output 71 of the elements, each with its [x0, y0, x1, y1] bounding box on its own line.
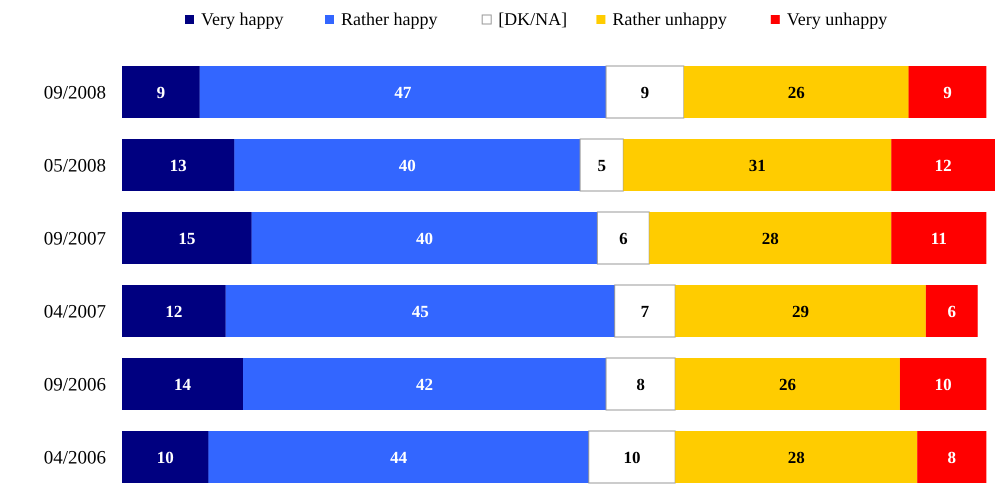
bar — [614, 284, 676, 338]
bar — [580, 138, 624, 192]
data-label: 10 — [623, 448, 640, 467]
bar — [606, 358, 676, 410]
data-label: 10 — [156, 448, 174, 467]
legend-label: Rather unhappy — [612, 9, 727, 29]
data-label: 15 — [178, 228, 196, 248]
bar — [623, 139, 892, 191]
bar — [122, 212, 252, 264]
data-label: 6 — [948, 302, 956, 321]
data-label: 40 — [416, 228, 434, 248]
data-label: 9 — [640, 82, 650, 102]
bar — [891, 212, 986, 264]
y-tick-label: 04/2007 — [44, 302, 106, 323]
data-label: 26 — [788, 82, 805, 102]
data-label: 11 — [930, 228, 947, 248]
data-label: 40 — [398, 156, 416, 175]
legend-label: Rather happy — [341, 9, 438, 29]
y-tick-label: 05/2008 — [44, 156, 106, 177]
bar — [200, 66, 606, 118]
data-label: 26 — [779, 374, 796, 394]
bar — [684, 66, 909, 118]
legend-label: Very unhappy — [786, 9, 888, 29]
data-label: 13 — [170, 156, 187, 175]
bar — [908, 66, 986, 118]
data-label: 44 — [390, 448, 408, 467]
bar — [675, 358, 900, 410]
data-label: 7 — [640, 302, 650, 321]
legend-label: Very happy — [201, 9, 284, 29]
y-tick-label: 09/2007 — [44, 228, 106, 250]
bar — [926, 285, 978, 337]
bar — [122, 358, 244, 410]
bar — [243, 358, 606, 410]
y-tick-label: 09/2006 — [44, 374, 106, 396]
data-label: 10 — [934, 374, 952, 394]
bar — [917, 431, 986, 483]
data-label: 14 — [174, 374, 192, 394]
y-tick-label: 09/2008 — [44, 82, 106, 104]
data-label: 47 — [394, 82, 412, 102]
legend-label: [DK/NA] — [498, 9, 568, 29]
bar — [122, 431, 208, 483]
bar — [891, 139, 995, 191]
bar — [596, 212, 650, 264]
bar — [208, 431, 589, 483]
data-label: 29 — [792, 302, 810, 321]
data-label: 8 — [636, 374, 645, 394]
data-label: 42 — [416, 374, 434, 394]
data-label: 28 — [762, 228, 779, 248]
data-label: 6 — [619, 228, 628, 248]
bar — [900, 358, 986, 410]
bar — [675, 431, 918, 483]
bar — [588, 430, 676, 484]
y-tick-label: 04/2006 — [44, 448, 106, 469]
data-label: 5 — [597, 156, 606, 175]
bar — [234, 139, 580, 191]
bar — [649, 212, 892, 264]
bar — [122, 66, 200, 118]
bar — [226, 285, 615, 337]
bar — [252, 212, 598, 264]
data-label: 31 — [748, 156, 766, 175]
bar — [122, 139, 234, 191]
data-label: 28 — [788, 448, 805, 467]
data-label: 8 — [948, 448, 956, 467]
data-label: 12 — [165, 302, 182, 321]
bar — [675, 285, 926, 337]
data-label: 9 — [156, 82, 166, 102]
data-label: 45 — [412, 302, 429, 321]
bar — [606, 66, 684, 118]
bar — [122, 285, 226, 337]
data-label: 12 — [934, 156, 952, 175]
data-label: 9 — [943, 82, 952, 102]
